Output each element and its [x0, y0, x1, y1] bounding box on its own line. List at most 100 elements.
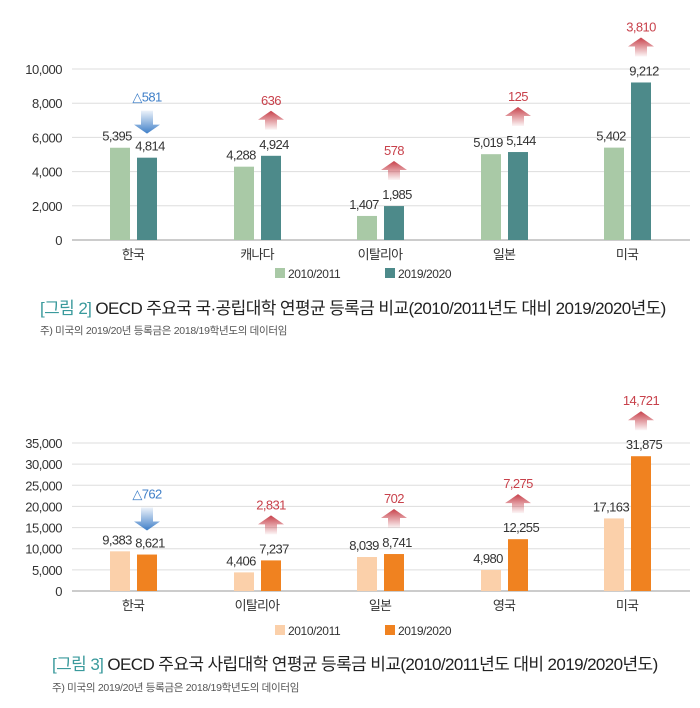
y-tick-label: 35,000 [25, 436, 62, 451]
value-label: 8,039 [349, 538, 379, 553]
value-label: 4,980 [473, 551, 503, 566]
arrow-up-icon [628, 37, 654, 57]
figure-2-title: [그림 2] OECD 주요국 국·공립대학 연평균 등록금 비교(2010/2… [40, 294, 666, 319]
value-label: 1,407 [349, 197, 379, 212]
change-label: 578 [384, 143, 404, 158]
change-label: 7,275 [503, 476, 533, 491]
value-label: 1,985 [382, 187, 412, 202]
change-label: 3,810 [626, 19, 656, 34]
category-label: 이탈리아 [358, 248, 403, 263]
category-label: 미국 [616, 248, 639, 263]
value-label: 5,402 [596, 129, 626, 144]
legend-swatch [385, 625, 395, 635]
value-label: 8,621 [135, 536, 165, 551]
figure-3-note: 주) 미국의 2019/20년 등록금은 2018/19학년도의 데이터임 [52, 682, 300, 694]
figure-3-title: [그림 3] OECD 주요국 사립대학 연평균 등록금 비교(2010/201… [52, 650, 658, 675]
bar-2010 [110, 147, 130, 240]
arrow-up-icon [628, 411, 654, 431]
y-tick-label: 0 [55, 233, 62, 248]
y-tick-label: 6,000 [32, 130, 62, 145]
bar-2010 [357, 557, 377, 591]
category-label: 일본 [369, 599, 392, 614]
y-tick-label: 8,000 [32, 96, 62, 111]
y-tick-label: 20,000 [25, 499, 62, 514]
bar-2010 [234, 572, 254, 591]
figure-3-caption: OECD 주요국 사립대학 연평균 등록금 비교(2010/2011년도 대비 … [103, 655, 658, 674]
value-label: 17,163 [593, 499, 630, 514]
bar-2019 [508, 539, 528, 591]
y-tick-label: 10,000 [25, 542, 62, 557]
legend-swatch [275, 268, 285, 278]
legend-label: 2019/2020 [398, 267, 452, 281]
y-tick-label: 10,000 [25, 62, 62, 77]
bar-2019 [261, 560, 281, 591]
category-label: 이탈리아 [235, 599, 280, 614]
y-tick-label: 15,000 [25, 521, 62, 536]
value-label: 8,741 [382, 535, 412, 550]
legend-swatch [275, 625, 285, 635]
bar-2010 [604, 518, 624, 591]
bar-2010 [357, 215, 377, 240]
arrow-up-icon [381, 161, 407, 181]
value-label: 9,212 [629, 63, 659, 78]
bar-2019 [261, 155, 281, 240]
value-label: 4,406 [226, 553, 256, 568]
value-label: 9,383 [102, 532, 132, 547]
change-label: △581 [132, 90, 162, 105]
arrow-up-icon [505, 107, 531, 127]
value-label: 31,875 [626, 437, 663, 452]
value-label: 5,395 [102, 129, 132, 144]
change-label: △762 [132, 487, 162, 502]
arrow-down-icon [134, 110, 160, 134]
change-label: 636 [261, 93, 281, 108]
y-tick-label: 5,000 [32, 563, 62, 578]
value-label: 7,237 [259, 541, 289, 556]
value-label: 5,144 [506, 133, 536, 148]
value-label: 12,255 [503, 520, 540, 535]
legend-swatch [385, 268, 395, 278]
category-label: 한국 [122, 599, 145, 614]
y-tick-label: 30,000 [25, 457, 62, 472]
bar-2010 [234, 166, 254, 240]
legend-label: 2010/2011 [288, 267, 341, 281]
bar-2019 [137, 157, 157, 240]
category-label: 한국 [122, 248, 145, 263]
legend-label: 2019/2020 [398, 624, 452, 638]
y-tick-label: 2,000 [32, 199, 62, 214]
category-label: 영국 [493, 599, 516, 614]
bar-2010 [481, 569, 501, 591]
bar-2019 [137, 554, 157, 591]
arrow-up-icon [258, 515, 284, 535]
bar-2010 [604, 147, 624, 240]
category-label: 일본 [493, 248, 516, 263]
figure-2-number: [그림 2] [40, 299, 92, 318]
bar-2019 [631, 456, 651, 591]
chart-private-tuition: 0 5,000 10,000 15,000 20,000 25,000 30,000 35,0… [25, 393, 690, 638]
bar-2019 [631, 82, 651, 241]
value-label: 4,814 [135, 139, 165, 154]
bar-2019 [384, 554, 404, 591]
bar-2010 [481, 154, 501, 240]
arrow-down-icon [134, 507, 160, 531]
category-label: 캐나다 [240, 248, 274, 263]
legend-label: 2010/2011 [288, 624, 341, 638]
figure-3-number: [그림 3] [52, 655, 104, 674]
y-tick-label: 4,000 [32, 165, 62, 180]
bar-2019 [384, 206, 404, 240]
figure-2-caption: OECD 주요국 국·공립대학 연평균 등록금 비교(2010/2011년도 대… [91, 299, 666, 318]
change-label: 702 [384, 491, 404, 506]
value-label: 4,924 [259, 137, 289, 152]
value-label: 5,019 [473, 135, 503, 150]
y-tick-label: 0 [55, 584, 62, 599]
bar-2010 [110, 551, 130, 591]
change-label: 2,831 [256, 497, 286, 512]
y-tick-label: 25,000 [25, 478, 62, 493]
figure-2-note: 주) 미국의 2019/20년 등록금은 2018/19학년도의 데이터임 [40, 325, 288, 337]
change-label: 14,721 [623, 393, 660, 408]
arrow-up-icon [381, 509, 407, 529]
value-label: 4,288 [226, 148, 256, 163]
bar-2019 [508, 152, 528, 240]
arrow-up-icon [505, 494, 531, 514]
category-label: 미국 [616, 599, 639, 614]
